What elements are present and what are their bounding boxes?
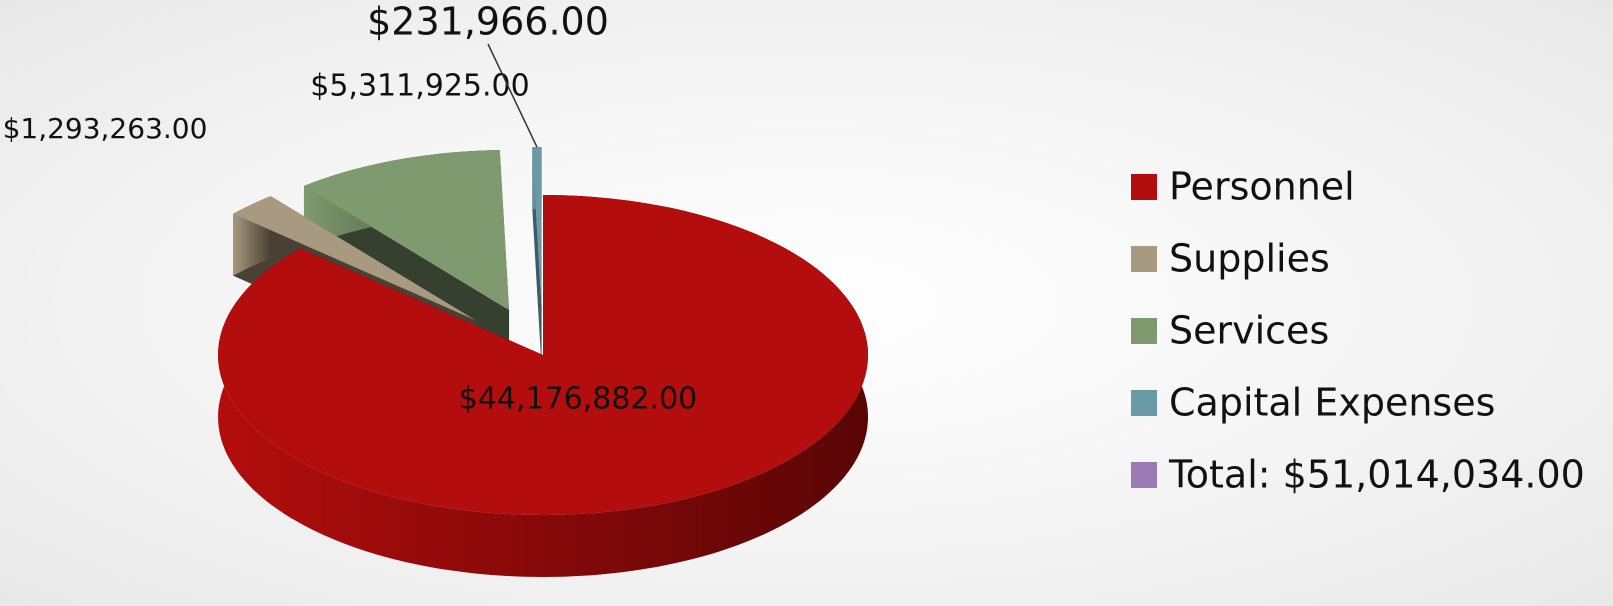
- slice-top: [218, 195, 868, 515]
- legend-label: Supplies: [1169, 237, 1330, 281]
- slice-top: [532, 147, 542, 308]
- legend-label: Services: [1169, 309, 1329, 353]
- legend-label: Personnel: [1169, 165, 1355, 209]
- data-label: $5,311,925.00: [310, 69, 529, 104]
- legend-swatch: [1131, 246, 1157, 272]
- slice: [218, 195, 868, 577]
- leader-line: [487, 43, 538, 148]
- legend-label: Total: $51,014,034.00: [1168, 453, 1585, 497]
- legend-swatch: [1131, 390, 1157, 416]
- slice-top: [304, 150, 510, 311]
- legend-swatch: [1131, 462, 1157, 488]
- legend-label: Capital Expenses: [1169, 381, 1495, 425]
- data-label: $1,293,263.00: [3, 112, 208, 145]
- slice-top: [233, 196, 476, 321]
- slice: [532, 147, 542, 370]
- data-label: $44,176,882.00: [459, 382, 698, 417]
- legend-swatch: [1131, 174, 1157, 200]
- legend-swatch: [1131, 318, 1157, 344]
- data-label: $231,966.00: [367, 0, 609, 44]
